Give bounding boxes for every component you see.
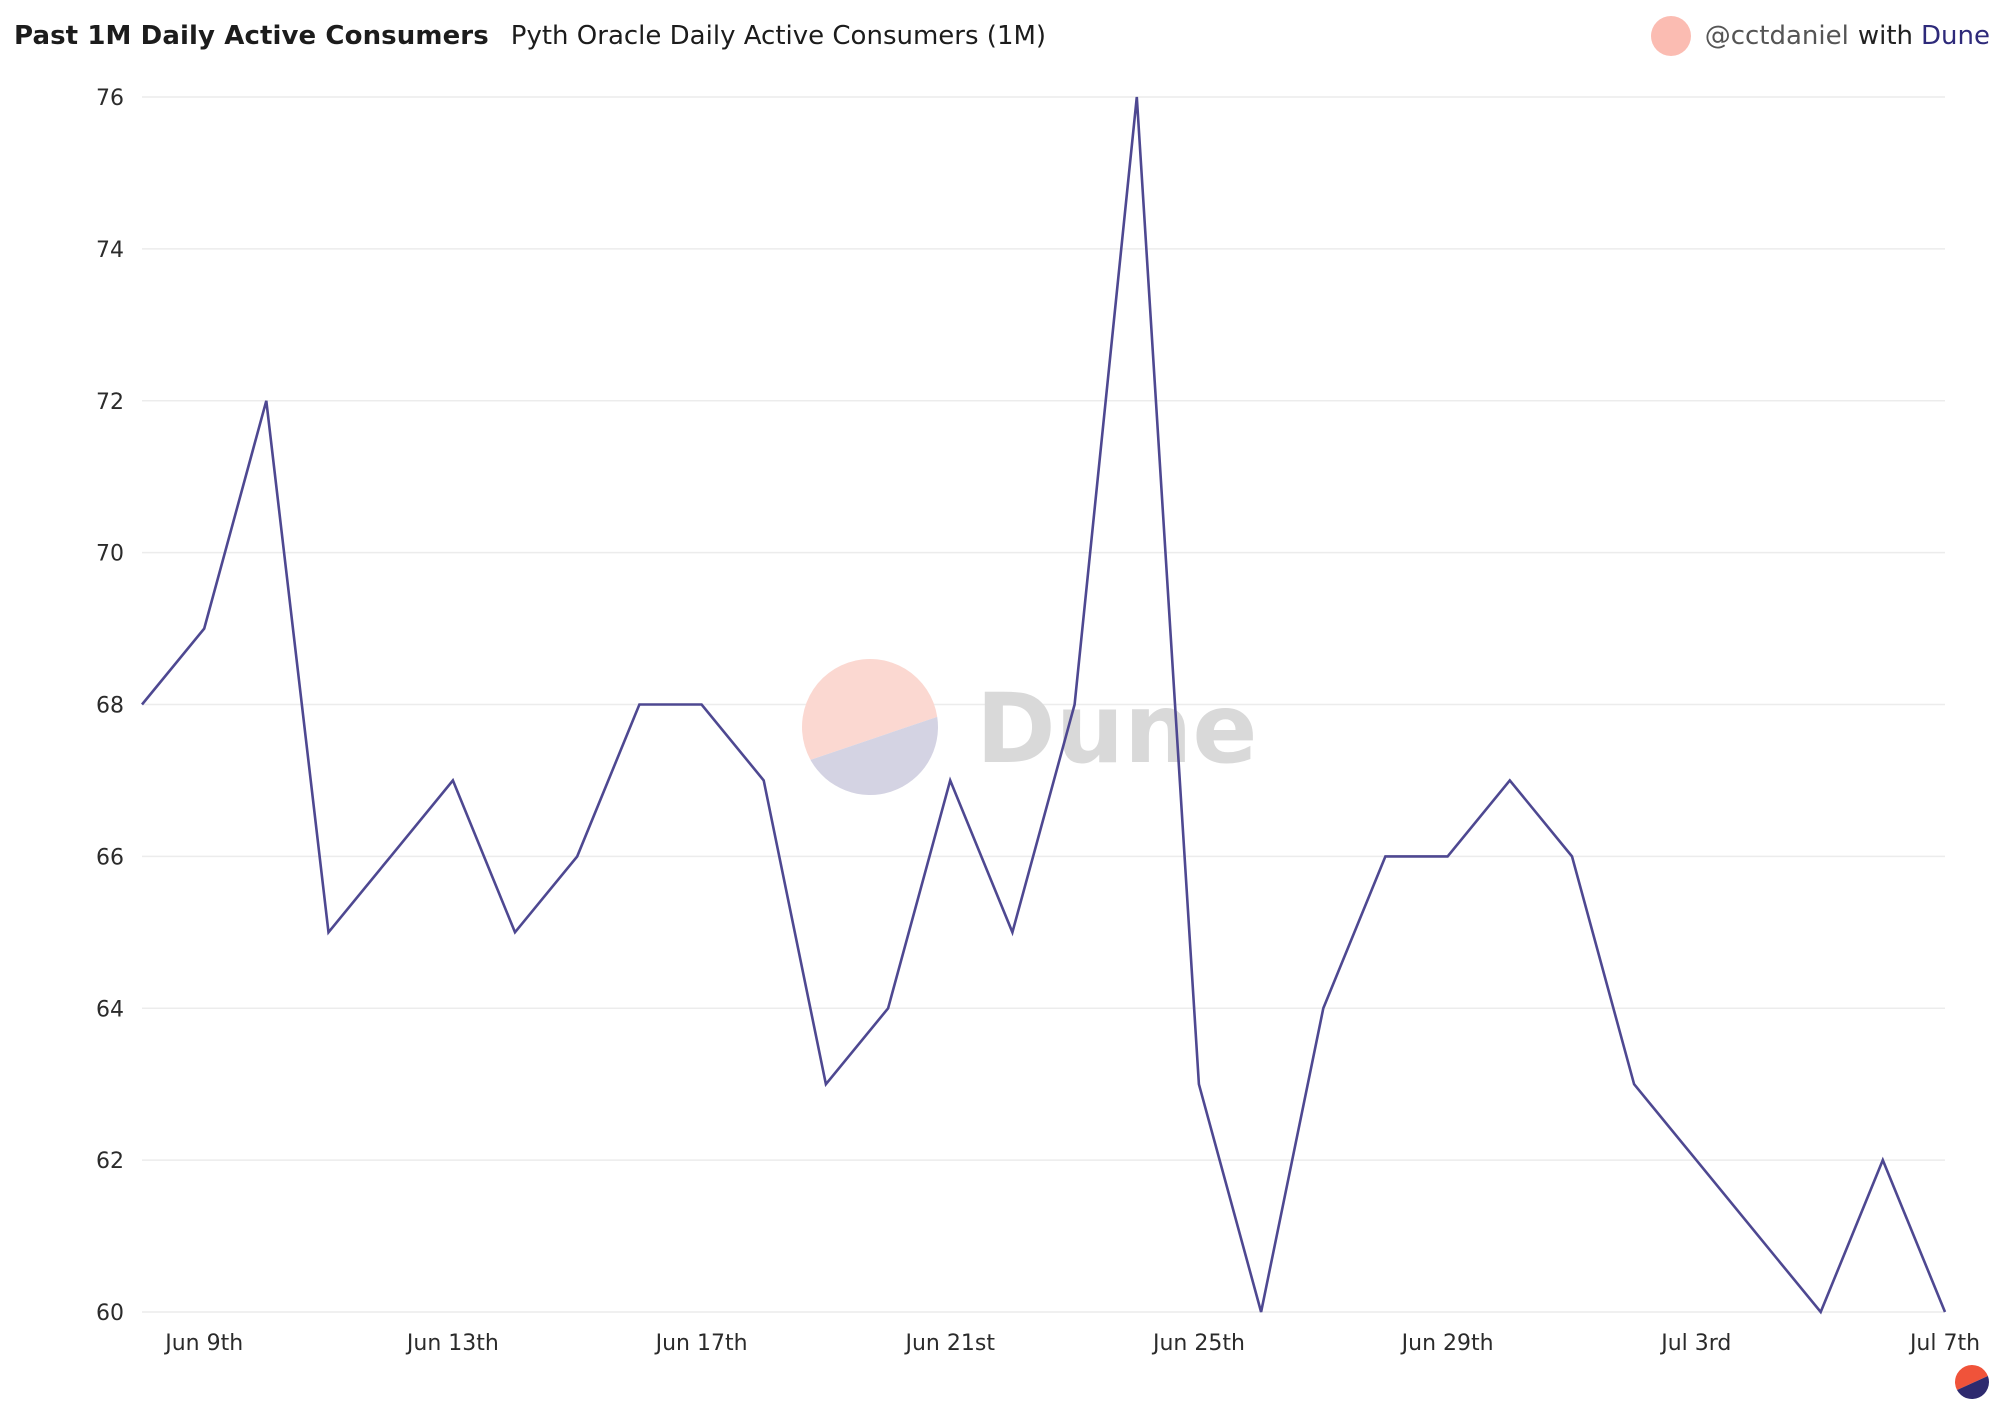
series-line — [140, 96, 1947, 1315]
y-tick-label: 68 — [96, 694, 124, 719]
watermark-circle-top — [801, 658, 938, 760]
watermark-text: Dune — [976, 673, 1257, 785]
y-tick-label: 62 — [96, 1149, 124, 1174]
x-tick-label: Jun 9th — [163, 1331, 243, 1356]
chart-title: Past 1M Daily Active Consumers — [14, 21, 489, 51]
y-tick-label: 72 — [96, 390, 124, 415]
y-tick-label: 66 — [96, 845, 124, 870]
y-tick-label: 74 — [96, 238, 124, 263]
x-tick-label: Jun 25th — [1151, 1331, 1245, 1356]
attribution-with-text: with — [1857, 21, 1914, 51]
dune-link[interactable]: Dune — [1921, 21, 1990, 51]
x-tick-label: Jun 17th — [654, 1331, 748, 1356]
y-tick-label: 76 — [96, 86, 124, 111]
dune-watermark: Dune — [801, 658, 1257, 796]
y-tick-label: 70 — [96, 542, 124, 567]
watermark-circle-bottom — [810, 716, 938, 796]
author-link[interactable]: @cctdaniel — [1704, 21, 1849, 51]
x-tick-label: Jul 7th — [1908, 1331, 1980, 1356]
x-tick-label: Jul 3rd — [1659, 1331, 1731, 1356]
y-tick-label: 60 — [96, 1301, 124, 1326]
y-axis-ticks: 60 62 64 66 68 70 72 74 76 — [96, 86, 124, 1326]
attribution[interactable]: @cctdaniel with Dune — [1650, 14, 1990, 58]
series-layer — [140, 96, 1947, 1315]
logo-bottom-half — [1957, 1376, 1989, 1399]
x-tick-label: Jun 13th — [405, 1331, 499, 1356]
logo-top-half — [1955, 1365, 1988, 1390]
x-tick-label: Jun 21st — [904, 1331, 996, 1356]
chart-subtitle: Pyth Oracle Daily Active Consumers (1M) — [510, 21, 1047, 51]
avatar[interactable] — [1650, 16, 1691, 56]
x-axis-ticks: Jun 9th Jun 13th Jun 17th Jun 21st Jun 25th J… — [163, 1331, 1980, 1356]
grid-lines — [142, 96, 1945, 1313]
y-tick-label: 64 — [96, 997, 124, 1022]
x-tick-label: Jun 29th — [1400, 1331, 1494, 1356]
chart-header: Past 1M Daily Active Consumers Pyth Orac… — [14, 14, 1046, 58]
dune-logo-icon[interactable] — [1954, 1364, 1990, 1400]
